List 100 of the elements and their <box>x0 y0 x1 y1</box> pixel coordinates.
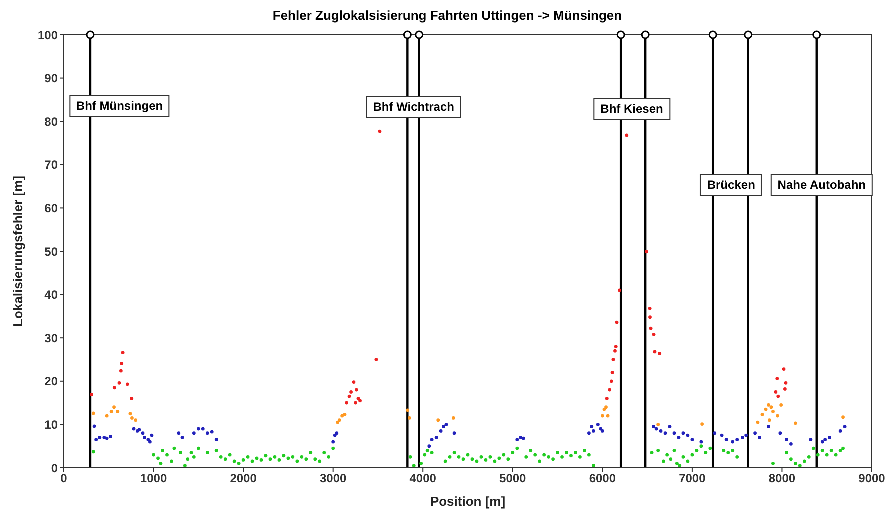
point <box>780 404 784 407</box>
point <box>776 414 780 418</box>
point <box>764 408 768 412</box>
y-tick-label: 30 <box>44 331 58 346</box>
point <box>652 332 656 336</box>
x-tick-label: 3000 <box>320 472 348 486</box>
annotation: Brücken <box>700 174 762 196</box>
point <box>130 397 134 400</box>
y-tick-label: 70 <box>44 158 58 172</box>
point <box>118 381 122 385</box>
point <box>658 352 662 356</box>
point <box>782 368 786 371</box>
point <box>614 345 618 348</box>
point <box>783 388 787 391</box>
point <box>772 410 775 414</box>
point <box>92 412 96 416</box>
point <box>343 413 347 416</box>
point <box>776 394 780 398</box>
point <box>644 250 648 254</box>
point <box>105 414 109 418</box>
point <box>614 349 617 353</box>
point <box>116 410 120 414</box>
point <box>760 413 764 416</box>
x-tick-label: 5000 <box>500 472 527 486</box>
point <box>794 422 798 426</box>
point <box>649 326 653 330</box>
point <box>112 386 116 390</box>
point <box>610 371 614 374</box>
point <box>345 401 348 405</box>
point <box>776 377 780 380</box>
point <box>374 358 378 362</box>
x-tick-label: 9000 <box>858 472 886 486</box>
point <box>608 388 612 392</box>
point <box>350 390 353 394</box>
point <box>110 410 114 414</box>
point <box>134 418 138 422</box>
point <box>358 399 362 403</box>
point <box>121 351 125 355</box>
point <box>625 134 629 138</box>
y-tick-label: 50 <box>44 244 58 259</box>
point <box>90 393 94 397</box>
point <box>648 316 652 320</box>
point <box>338 418 342 422</box>
y-tick-label: 60 <box>44 201 58 216</box>
point <box>112 406 116 410</box>
point <box>126 382 130 386</box>
point <box>756 420 760 424</box>
point <box>612 358 616 362</box>
point <box>354 401 358 405</box>
point <box>842 416 845 420</box>
point <box>352 380 356 384</box>
y-tick-label: 10 <box>44 418 58 432</box>
point <box>340 414 344 418</box>
point <box>120 362 124 366</box>
point <box>648 306 652 310</box>
y-tick-label: 0 <box>51 461 58 476</box>
point <box>452 416 456 420</box>
point <box>615 320 619 324</box>
annotation: Bhf Münsingen <box>69 94 170 117</box>
y-tick-label: 90 <box>44 72 58 86</box>
y-tick-label: 20 <box>44 374 58 389</box>
point <box>618 288 622 292</box>
point <box>348 394 352 398</box>
point <box>130 416 134 420</box>
x-tick-label: 2000 <box>230 472 258 486</box>
point <box>378 130 382 134</box>
y-tick-label: 80 <box>44 114 58 129</box>
point <box>408 416 412 420</box>
annotation: Bhf Kiesen <box>594 98 670 120</box>
annotation: Bhf Wichtrach <box>366 96 462 118</box>
x-tick-label: 7000 <box>679 472 706 486</box>
point <box>774 390 778 394</box>
x-tick-label: 8000 <box>768 472 796 486</box>
x-tick-label: 6000 <box>589 472 616 486</box>
x-tick-label: 0 <box>60 472 68 486</box>
chart-title: Fehler Zuglokalsisierung Fahrten Uttingen -> Münsingen <box>272 8 624 24</box>
y-tick-label: 100 <box>38 28 58 42</box>
point <box>606 414 610 418</box>
point <box>406 408 410 412</box>
point <box>656 423 660 426</box>
point <box>768 418 772 422</box>
point <box>436 418 440 422</box>
x-axis-title: Position [m] <box>430 494 506 509</box>
x-tick-label: 1000 <box>140 472 168 486</box>
point <box>700 422 704 426</box>
point <box>767 404 770 407</box>
point <box>605 397 609 400</box>
annotation: Nahe Autobahn <box>770 174 873 196</box>
point <box>600 414 604 418</box>
point <box>119 369 123 373</box>
point <box>336 420 340 424</box>
point <box>356 397 360 400</box>
x-tick-label: 4000 <box>410 472 437 486</box>
point <box>770 406 774 410</box>
y-axis-title: Lokalisierungsfehler [m] <box>10 176 26 327</box>
point <box>610 380 614 384</box>
point <box>354 388 358 392</box>
point <box>784 381 788 385</box>
point <box>128 412 132 416</box>
point <box>653 350 657 354</box>
